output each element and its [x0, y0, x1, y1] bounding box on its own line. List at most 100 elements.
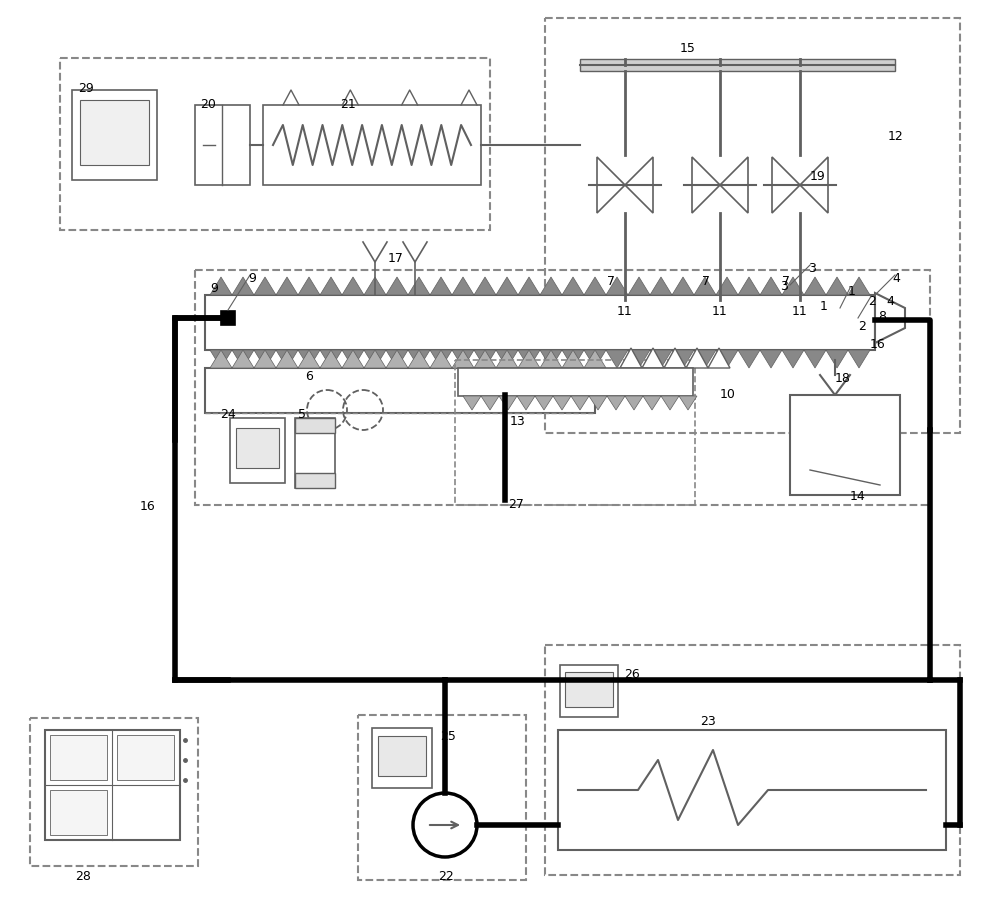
- Polygon shape: [620, 348, 642, 368]
- Text: 16: 16: [140, 500, 156, 513]
- Polygon shape: [738, 277, 760, 295]
- Polygon shape: [628, 277, 650, 295]
- Bar: [205, 368, 595, 413]
- Polygon shape: [496, 350, 518, 368]
- Bar: [545, 645, 960, 875]
- Polygon shape: [540, 350, 562, 368]
- Polygon shape: [540, 350, 562, 368]
- Polygon shape: [210, 350, 232, 368]
- Polygon shape: [320, 277, 342, 295]
- Polygon shape: [628, 350, 650, 368]
- Text: 20: 20: [200, 98, 216, 111]
- Bar: [236, 428, 279, 468]
- Polygon shape: [474, 350, 496, 368]
- Polygon shape: [875, 293, 905, 343]
- Polygon shape: [782, 350, 804, 368]
- Bar: [60, 58, 490, 230]
- Polygon shape: [606, 277, 628, 295]
- Polygon shape: [625, 157, 653, 213]
- Polygon shape: [386, 350, 408, 368]
- Polygon shape: [672, 350, 694, 368]
- Polygon shape: [518, 350, 540, 368]
- Polygon shape: [716, 350, 738, 368]
- Bar: [195, 270, 930, 505]
- Polygon shape: [692, 157, 720, 213]
- Polygon shape: [826, 350, 848, 368]
- Text: 16: 16: [870, 338, 886, 351]
- Polygon shape: [607, 396, 625, 410]
- Polygon shape: [276, 277, 298, 295]
- Bar: [458, 368, 693, 396]
- Text: 11: 11: [792, 305, 808, 318]
- Polygon shape: [804, 277, 826, 295]
- Polygon shape: [386, 350, 408, 368]
- Polygon shape: [782, 277, 804, 295]
- Bar: [221, 311, 235, 325]
- Bar: [295, 473, 335, 488]
- Polygon shape: [642, 348, 664, 368]
- Polygon shape: [760, 350, 782, 368]
- Polygon shape: [342, 350, 364, 368]
- Polygon shape: [430, 350, 452, 368]
- Polygon shape: [826, 277, 848, 295]
- Bar: [455, 360, 695, 505]
- Polygon shape: [518, 350, 540, 368]
- Bar: [30, 718, 198, 866]
- Polygon shape: [232, 350, 254, 368]
- Polygon shape: [716, 277, 738, 295]
- Text: 7: 7: [782, 275, 790, 288]
- Polygon shape: [320, 350, 342, 368]
- Polygon shape: [661, 396, 679, 410]
- Bar: [80, 100, 149, 165]
- Text: 4: 4: [892, 272, 900, 285]
- Text: 11: 11: [617, 305, 633, 318]
- Polygon shape: [210, 350, 232, 368]
- Text: 23: 23: [700, 715, 716, 728]
- Polygon shape: [452, 350, 474, 368]
- Polygon shape: [232, 350, 254, 368]
- Polygon shape: [562, 350, 584, 368]
- Polygon shape: [276, 350, 298, 368]
- Polygon shape: [408, 277, 430, 295]
- Bar: [358, 715, 526, 880]
- Polygon shape: [686, 348, 708, 368]
- Polygon shape: [276, 350, 298, 368]
- Text: 22: 22: [438, 870, 454, 883]
- Polygon shape: [342, 350, 364, 368]
- Polygon shape: [517, 396, 535, 410]
- Polygon shape: [430, 350, 452, 368]
- Polygon shape: [232, 277, 254, 295]
- Polygon shape: [463, 396, 481, 410]
- Polygon shape: [679, 396, 697, 410]
- Polygon shape: [386, 277, 408, 295]
- Polygon shape: [430, 277, 452, 295]
- Polygon shape: [562, 350, 584, 368]
- Polygon shape: [535, 396, 553, 410]
- Text: 8: 8: [878, 310, 886, 323]
- Polygon shape: [643, 396, 661, 410]
- Bar: [545, 18, 960, 433]
- Polygon shape: [481, 396, 499, 410]
- Bar: [205, 295, 875, 350]
- Text: 10: 10: [720, 388, 736, 401]
- Bar: [790, 395, 900, 495]
- Polygon shape: [499, 396, 517, 410]
- Polygon shape: [452, 277, 474, 295]
- Bar: [263, 105, 481, 185]
- Bar: [50, 790, 107, 835]
- Polygon shape: [571, 396, 589, 410]
- Polygon shape: [496, 277, 518, 295]
- Bar: [295, 418, 335, 488]
- Bar: [230, 418, 285, 483]
- Text: 27: 27: [508, 498, 524, 511]
- Polygon shape: [694, 277, 716, 295]
- Text: 29: 29: [78, 82, 94, 95]
- Polygon shape: [254, 277, 276, 295]
- Polygon shape: [738, 350, 760, 368]
- Polygon shape: [518, 277, 540, 295]
- Bar: [195, 105, 250, 185]
- Bar: [560, 665, 618, 717]
- Polygon shape: [800, 157, 828, 213]
- Polygon shape: [720, 157, 748, 213]
- Polygon shape: [597, 157, 625, 213]
